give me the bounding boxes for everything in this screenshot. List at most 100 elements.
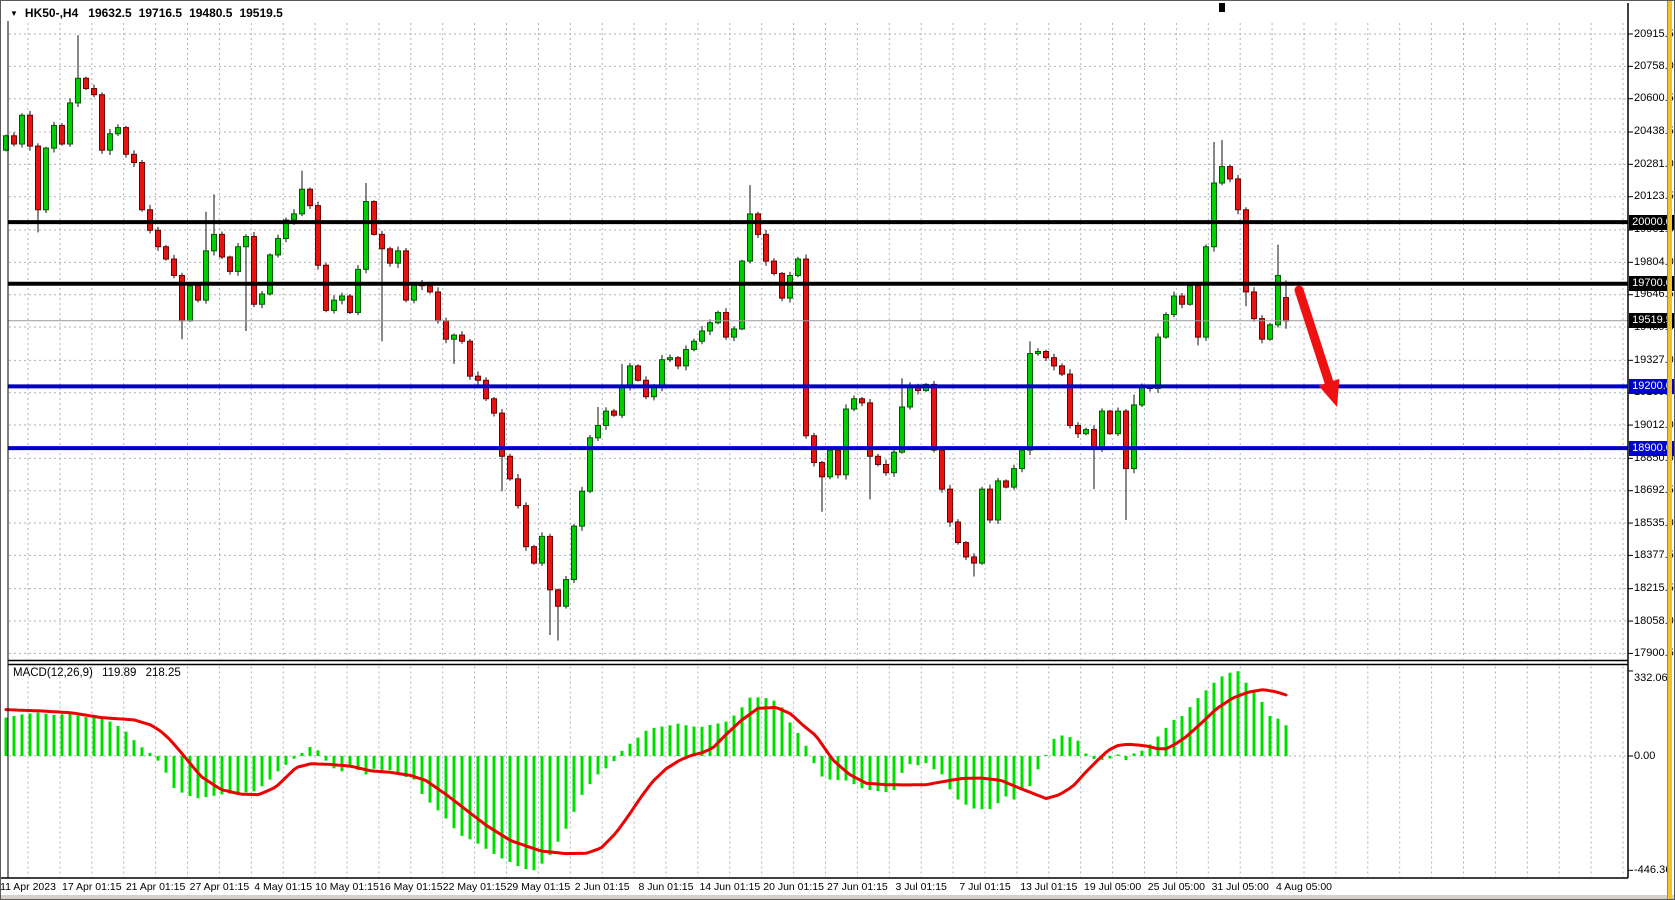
candle-body xyxy=(443,320,449,340)
candle-body xyxy=(955,521,961,544)
candle-body xyxy=(355,268,361,313)
candle-body xyxy=(555,589,561,607)
price-level-badge: 20000.0 xyxy=(1629,214,1674,230)
candle-body xyxy=(635,365,641,381)
candle-body xyxy=(907,385,913,408)
time-axis-label: 21 Apr 01:15 xyxy=(125,881,186,893)
candle-body xyxy=(1155,336,1161,389)
candle-body xyxy=(939,449,945,490)
candle-body xyxy=(627,365,633,387)
candle-body xyxy=(219,233,225,258)
price-axis-tick: 18058.0 xyxy=(1634,614,1674,627)
candle-body xyxy=(595,424,601,439)
candle-body xyxy=(403,250,409,301)
ohlc-close: 19519.5 xyxy=(239,6,283,20)
price-axis-tick: 20281.0 xyxy=(1634,157,1674,170)
price-axis-tick: 19327.0 xyxy=(1634,353,1674,366)
candle-body xyxy=(1051,357,1057,367)
time-axis-label: 14 Jun 01:15 xyxy=(699,881,761,893)
chart-dropdown-icon[interactable]: ▼ xyxy=(10,8,18,18)
candle-body xyxy=(675,357,681,367)
candle-body xyxy=(851,398,857,410)
candle-body xyxy=(139,162,145,211)
candle-body xyxy=(611,410,617,416)
price-axis-tick: 18215.5 xyxy=(1634,582,1674,595)
candle-body xyxy=(619,385,625,416)
candle-body xyxy=(1131,404,1137,470)
candle-body xyxy=(707,322,713,332)
candle-body xyxy=(803,258,809,437)
candle-body xyxy=(483,379,489,400)
candle-body xyxy=(1163,314,1169,338)
candle-body xyxy=(1067,373,1073,426)
candle-body xyxy=(1107,410,1113,435)
candle-body xyxy=(979,488,985,564)
candle-body xyxy=(227,256,233,272)
candle-body xyxy=(787,274,793,299)
candle-body xyxy=(515,478,521,507)
time-axis-label: 27 Apr 01:15 xyxy=(189,881,250,893)
candle-body xyxy=(1227,166,1233,180)
candle-body xyxy=(1019,449,1025,470)
candle-body xyxy=(19,114,25,145)
time-axis-label: 31 Jul 05:00 xyxy=(1211,881,1269,893)
time-axis-label: 27 Jun 01:15 xyxy=(827,881,888,893)
candle-body xyxy=(1083,429,1089,435)
candle-body xyxy=(35,145,41,211)
time-axis-label: 4 Aug 05:00 xyxy=(1275,881,1333,893)
annotation-arrow-head[interactable] xyxy=(1318,378,1340,407)
price-axis-tick: 19804.0 xyxy=(1634,255,1674,268)
candle-body xyxy=(11,135,17,145)
macd-axis-tick: -446.36 xyxy=(1634,863,1672,876)
candle-body xyxy=(1259,318,1265,340)
price-axis-tick: 17900.5 xyxy=(1634,646,1674,659)
candle-body xyxy=(1075,424,1081,435)
candle-body xyxy=(171,258,177,276)
chart-title: ▼ HK50-,H4 19632.5 19716.5 19480.5 19519… xyxy=(10,5,290,21)
candle-body xyxy=(755,213,761,235)
candle-body xyxy=(1275,274,1281,326)
time-axis-label: 29 May 01:15 xyxy=(506,881,571,893)
candle-body xyxy=(1139,385,1145,406)
time-axis-label: 2 Jun 01:15 xyxy=(574,881,630,893)
candle-body xyxy=(131,153,137,164)
candle-body xyxy=(163,246,169,260)
macd-axis-tick: 332.06 xyxy=(1634,671,1668,684)
candle-body xyxy=(547,535,553,591)
candle-body xyxy=(307,188,313,207)
candle-body xyxy=(195,285,201,301)
candle-body xyxy=(603,410,609,426)
price-level-badge: 19200.0 xyxy=(1629,378,1674,394)
candle-body xyxy=(363,201,369,270)
candle-body xyxy=(963,542,969,558)
candle-body xyxy=(427,285,433,293)
time-axis-label: 7 Jul 01:15 xyxy=(959,881,1011,893)
candle-body xyxy=(1059,365,1065,375)
macd-signal-value: 218.25 xyxy=(145,667,181,679)
price-axis-tick: 20438.5 xyxy=(1634,125,1674,138)
price-axis-tick: 20758.0 xyxy=(1634,59,1674,72)
candle-body xyxy=(1171,295,1177,316)
chart-shift-marker[interactable] xyxy=(1219,3,1225,12)
candle-body xyxy=(931,383,937,451)
candle-body xyxy=(315,205,321,266)
candle-body xyxy=(1035,351,1041,355)
candle-body xyxy=(387,248,393,264)
candle-body xyxy=(531,546,537,564)
time-axis-label: 3 Jul 01:15 xyxy=(895,881,947,893)
candle-body xyxy=(435,291,441,322)
candle-body xyxy=(579,490,585,527)
candle-body xyxy=(259,293,265,305)
candle-body xyxy=(267,254,273,295)
annotation-arrow-shaft[interactable] xyxy=(1294,285,1335,391)
time-axis-label: 13 Jul 01:15 xyxy=(1020,881,1078,893)
candle-body xyxy=(859,398,865,404)
candle-body xyxy=(459,334,465,342)
candle-body xyxy=(27,114,33,147)
candle-body xyxy=(475,375,481,381)
candle-body xyxy=(883,463,889,474)
macd-axis-tick: 0.00 xyxy=(1634,749,1656,762)
candle-body xyxy=(1267,324,1273,340)
